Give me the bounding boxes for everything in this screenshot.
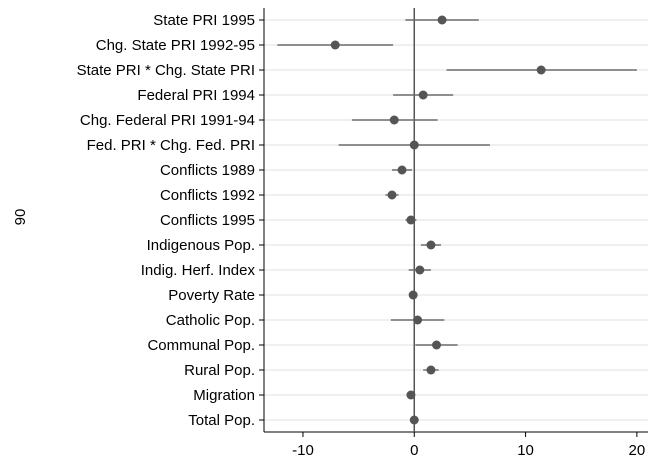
point-estimate bbox=[406, 390, 416, 400]
point-estimate bbox=[432, 340, 442, 350]
x-tick-label: 0 bbox=[410, 442, 418, 459]
row-label: Fed. PRI * Chg. Fed. PRI bbox=[87, 137, 255, 154]
point-estimate bbox=[406, 215, 416, 225]
point-estimate bbox=[389, 115, 399, 125]
row-label: Conflicts 1995 bbox=[160, 212, 255, 229]
row-label: Indig. Herf. Index bbox=[141, 262, 256, 279]
point-estimate bbox=[426, 365, 436, 375]
row-label: Chg. Federal PRI 1991-94 bbox=[80, 112, 255, 129]
row-label: Conflicts 1989 bbox=[160, 162, 255, 179]
row-label: Migration bbox=[193, 387, 255, 404]
point-estimate bbox=[387, 190, 397, 200]
x-tick-label: 10 bbox=[517, 442, 534, 459]
x-tick-labels: -10 0 10 20 bbox=[292, 442, 645, 459]
row-label: Catholic Pop. bbox=[166, 312, 255, 329]
row-label: State PRI * Chg. State PRI bbox=[77, 62, 255, 79]
grid-lines bbox=[264, 19, 648, 421]
x-tick-label: -10 bbox=[292, 442, 314, 459]
point-estimate bbox=[397, 165, 407, 175]
point-estimate bbox=[418, 90, 428, 100]
row-label: State PRI 1995 bbox=[153, 12, 255, 29]
y-axis-label: 90 bbox=[12, 209, 29, 226]
row-label: Total Pop. bbox=[188, 412, 255, 429]
point-estimate bbox=[413, 315, 423, 325]
data-marks bbox=[277, 15, 637, 425]
point-estimate bbox=[409, 140, 419, 150]
row-labels: State PRI 1995 Chg. State PRI 1992-95 Stat… bbox=[77, 12, 256, 429]
point-estimate bbox=[408, 290, 418, 300]
point-estimate bbox=[415, 265, 425, 275]
x-tick-label: 20 bbox=[629, 442, 646, 459]
point-estimate bbox=[409, 415, 419, 425]
row-label: Federal PRI 1994 bbox=[137, 87, 255, 104]
point-estimate bbox=[536, 65, 546, 75]
row-label: Communal Pop. bbox=[147, 337, 255, 354]
point-estimate bbox=[426, 240, 436, 250]
row-label: Poverty Rate bbox=[168, 287, 255, 304]
row-label: Conflicts 1992 bbox=[160, 187, 255, 204]
point-estimate bbox=[330, 40, 340, 50]
row-label: Rural Pop. bbox=[184, 362, 255, 379]
point-estimate bbox=[437, 15, 447, 25]
axes bbox=[259, 8, 648, 437]
row-label: Chg. State PRI 1992-95 bbox=[96, 37, 255, 54]
row-label: Indigenous Pop. bbox=[147, 237, 255, 254]
